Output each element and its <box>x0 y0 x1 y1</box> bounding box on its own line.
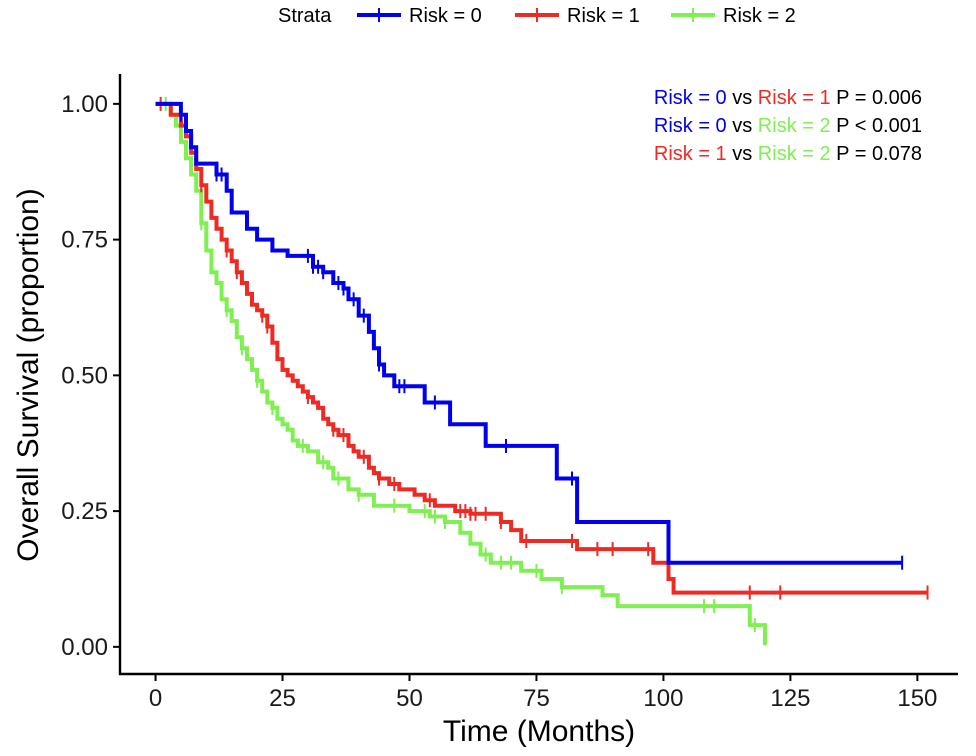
x-tick-label: 50 <box>396 685 423 712</box>
legend-title: Strata <box>278 5 332 27</box>
axes: 0 25 50 75 100 125 150 0.00 0.25 0.50 0.75 1.00 <box>61 74 958 712</box>
annotation-part: P < 0.001 <box>831 115 922 137</box>
x-tick-label: 150 <box>897 685 937 712</box>
x-axis-title: Time (Months) <box>443 715 635 748</box>
y-axis-title: Overall Survival (proportion) <box>12 188 45 561</box>
y-tick-label: 0.00 <box>61 634 108 661</box>
annotation-part: vs <box>727 143 753 165</box>
annotation-part: Risk = 2 <box>752 115 830 137</box>
annotation-part: vs <box>727 115 753 137</box>
y-tick-label: 1.00 <box>61 91 108 118</box>
legend: Strata Risk = 0 Risk = 1 Risk = 2 <box>278 5 796 27</box>
legend-label: Risk = 1 <box>567 5 640 27</box>
y-tick-label: 0.75 <box>61 227 108 254</box>
annotation-part: Risk = 1 <box>752 87 830 109</box>
series-layer <box>155 96 929 646</box>
annotation-part: Risk = 2 <box>752 143 830 165</box>
legend-label: Risk = 2 <box>723 5 796 27</box>
y-tick-label: 0.50 <box>61 362 108 389</box>
p-value-annotation: Risk = 0 vs Risk = 1 P = 0.006 <box>654 87 922 109</box>
p-value-annotation: Risk = 1 vs Risk = 2 P = 0.078 <box>654 143 922 165</box>
y-tick-label: 0.25 <box>61 498 108 525</box>
survival-line <box>155 101 767 646</box>
series-risk-2 <box>155 96 767 646</box>
x-tick-label: 100 <box>643 685 683 712</box>
p-value-annotation: Risk = 0 vs Risk = 2 P < 0.001 <box>654 115 922 137</box>
x-tick-label: 75 <box>523 685 550 712</box>
series-risk-0 <box>155 101 904 570</box>
annotation-part: Risk = 1 <box>654 143 727 165</box>
x-tick-label: 0 <box>149 685 162 712</box>
x-tick-label: 25 <box>269 685 296 712</box>
x-tick-label: 125 <box>770 685 810 712</box>
series-risk-1 <box>155 96 929 600</box>
legend-label: Risk = 0 <box>409 5 482 27</box>
annotation-part: vs <box>727 87 753 109</box>
annotation-part: P = 0.078 <box>831 143 922 165</box>
survival-line <box>155 101 928 595</box>
annotation-part: P = 0.006 <box>831 87 922 109</box>
annotation-part: Risk = 0 <box>654 115 727 137</box>
annotation-part: Risk = 0 <box>654 87 727 109</box>
